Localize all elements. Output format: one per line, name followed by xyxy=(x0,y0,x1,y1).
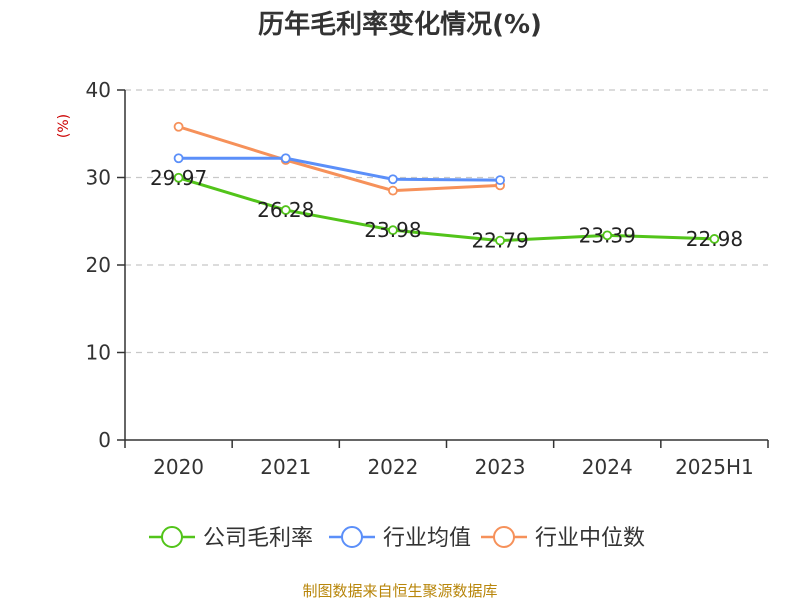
x-tick-label: 2023 xyxy=(475,455,526,479)
data-label: 22.79 xyxy=(471,229,528,253)
x-tick-label: 2025H1 xyxy=(675,455,754,479)
series-point-1 xyxy=(280,153,291,164)
legend-item-2[interactable]: 行业中位数 xyxy=(481,526,645,551)
series-point-0 xyxy=(602,230,613,241)
legend-marker xyxy=(341,526,363,548)
data-label: 22.98 xyxy=(686,227,743,251)
y-tick-label: 30 xyxy=(86,166,111,190)
legend-label: 行业中位数 xyxy=(535,526,645,551)
series-point-1 xyxy=(173,153,184,164)
series-point-2 xyxy=(388,185,398,196)
legend: 公司毛利率 行业均值 行业中位数 xyxy=(149,526,645,551)
series-line-1 xyxy=(178,156,501,182)
axes: 0 10 20 30 40 2020 2021 2022 2023 2024 2025H1 xyxy=(86,78,769,479)
series-point-0 xyxy=(709,234,720,244)
series-point-1 xyxy=(495,175,505,186)
legend-label: 行业均值 xyxy=(383,526,471,551)
y-tick-label: 20 xyxy=(86,253,111,277)
legend-item-0[interactable]: 公司毛利率 xyxy=(149,526,313,551)
data-label: 26.28 xyxy=(257,198,314,222)
series-point-0 xyxy=(495,235,505,246)
legend-marker xyxy=(161,526,183,548)
y-axis-unit-label: (%) xyxy=(56,114,72,138)
legend-marker xyxy=(493,526,515,548)
series-point-0 xyxy=(280,205,291,215)
series-point-0 xyxy=(388,225,398,236)
y-tick-label: 10 xyxy=(86,341,111,365)
series-point-1 xyxy=(388,174,398,185)
series-point-0 xyxy=(173,172,184,183)
x-tick-label: 2021 xyxy=(260,455,311,479)
data-label: 23.98 xyxy=(364,218,421,242)
legend-label: 公司毛利率 xyxy=(203,526,313,551)
y-tick-label: 40 xyxy=(86,78,111,102)
chart-title: 历年毛利率变化情况(%) xyxy=(258,9,542,40)
source-note: 制图数据来自恒生聚源数据库 xyxy=(302,582,497,600)
gridlines xyxy=(125,89,768,354)
data-label: 29.97 xyxy=(150,166,207,190)
series-point-2 xyxy=(173,121,184,132)
data-labels: 29.97 26.28 23.98 22.79 23.39 22.98 xyxy=(150,166,743,253)
x-tick-label: 2022 xyxy=(367,455,418,479)
legend-item-1[interactable]: 行业均值 xyxy=(329,526,471,551)
data-label: 23.39 xyxy=(579,223,636,247)
y-tick-label: 0 xyxy=(98,428,111,452)
series-line-0 xyxy=(178,176,715,243)
x-tick-label: 2020 xyxy=(153,455,204,479)
series-line-2 xyxy=(178,125,501,193)
series-lines xyxy=(173,121,720,246)
x-tick-label: 2024 xyxy=(582,455,633,479)
